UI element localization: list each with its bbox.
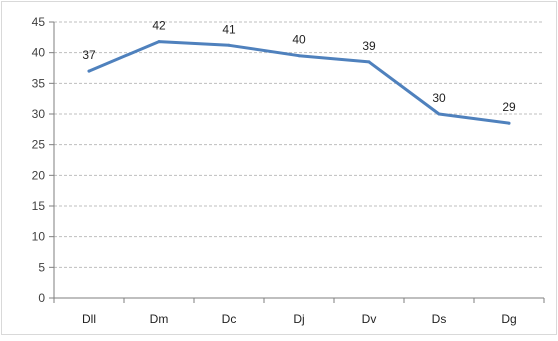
y-tick-label: 35 [32,76,46,90]
x-tick-label: Dc [222,312,237,326]
data-point [227,43,231,47]
data-label: 41 [222,22,236,36]
data-labels: 37 42 41 40 39 30 29 [82,19,516,115]
data-point [437,112,441,116]
y-tick-label: 5 [38,260,45,274]
y-tick-label: 40 [32,46,46,60]
data-label: 37 [82,48,96,62]
data-point [157,40,161,44]
x-tick-label: Dj [293,312,304,326]
data-label: 39 [362,39,376,53]
y-tick-label: 0 [38,291,45,305]
x-tick-label: Dll [82,312,96,326]
series [87,40,511,125]
x-tick-label: Dv [362,312,377,326]
data-point [367,60,371,64]
axes [49,21,545,303]
y-tick-label: 10 [32,230,46,244]
x-tick-labels: Dll Dm Dc Dj Dv Ds Dg [82,312,517,326]
y-tick-label: 30 [32,107,46,121]
x-tick-label: Ds [432,312,447,326]
y-tick-label: 15 [32,199,46,213]
data-point [507,121,511,125]
x-tick-label: Dg [501,312,516,326]
chart-border [1,1,557,335]
y-tick-label: 20 [32,168,46,182]
data-label: 40 [292,33,306,47]
data-label: 29 [502,100,516,114]
data-label: 42 [152,19,166,33]
x-tick-label: Dm [150,312,169,326]
gridlines [54,21,544,268]
data-label: 30 [432,91,446,105]
data-point [297,54,301,58]
y-tick-label: 45 [32,15,46,29]
y-tick-label: 25 [32,138,46,152]
y-tick-labels: 0 5 10 15 20 25 30 35 40 45 [32,15,46,305]
data-point [87,69,91,73]
